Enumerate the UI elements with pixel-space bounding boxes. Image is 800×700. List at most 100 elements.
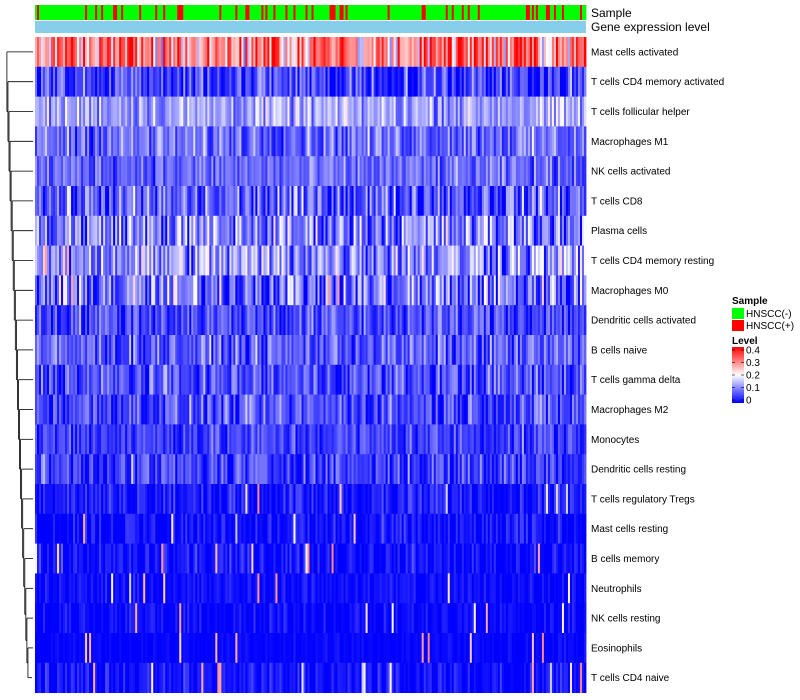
heatmap-cell: [91, 96, 94, 127]
heatmap-cell: [565, 364, 569, 395]
heatmap-cell: [571, 305, 575, 336]
sample-cell: [483, 5, 487, 20]
heatmap-cell: [501, 394, 505, 425]
heatmap-cell: [233, 424, 236, 455]
heatmap-cell: [173, 305, 176, 336]
sample-cell: [187, 5, 190, 20]
heatmap-cell: [455, 364, 459, 395]
heatmap-cell: [115, 484, 118, 515]
heatmap-cell: [251, 215, 254, 246]
heatmap-cell: [373, 484, 377, 515]
sample-cell: [39, 5, 42, 20]
sample-cell: [345, 5, 348, 20]
sample-cell: [333, 5, 336, 20]
heatmap-cell: [481, 484, 485, 515]
heatmap-cell: [141, 513, 144, 544]
heatmap-cell: [245, 484, 248, 515]
heatmap-cell: [321, 37, 324, 68]
heatmap-cell: [431, 275, 435, 306]
heatmap-cell: [145, 37, 148, 68]
heatmap-cell: [195, 66, 198, 97]
heatmap-cell: [439, 275, 443, 306]
heatmap-cell: [217, 305, 220, 336]
heatmap-cell: [579, 484, 583, 515]
heatmap-cell: [207, 275, 210, 306]
heatmap-cell: [339, 424, 342, 455]
sample-cell: [279, 5, 282, 20]
heatmap-cell: [255, 96, 258, 127]
heatmap-cell: [233, 364, 236, 395]
heatmap-cell: [443, 186, 447, 217]
sample-cell: [407, 5, 411, 20]
heatmap-cell: [189, 186, 192, 217]
heatmap-cell: [285, 394, 288, 425]
heatmap-cell: [143, 186, 146, 217]
heatmap-cell: [161, 126, 164, 157]
heatmap-cell: [181, 305, 184, 336]
heatmap-cell: [165, 96, 168, 127]
heatmap-cell: [465, 305, 469, 336]
heatmap-cell: [173, 454, 176, 485]
sample-cell: [113, 5, 116, 20]
heatmap-cell: [223, 305, 226, 336]
heatmap-cell: [263, 513, 266, 544]
sample-cell: [521, 5, 525, 20]
heatmap-cell: [67, 275, 70, 306]
heatmap-cell: [151, 156, 154, 187]
heatmap-cell: [557, 215, 561, 246]
heatmap-cell: [49, 394, 52, 425]
heatmap-cell: [333, 215, 336, 246]
heatmap-cell: [463, 66, 467, 97]
heatmap-cell: [91, 275, 94, 306]
heatmap-cell: [515, 454, 519, 485]
heatmap-cell: [81, 126, 84, 157]
heatmap-cell: [69, 96, 72, 127]
heatmap-cell: [579, 424, 583, 455]
heatmap-cell: [387, 96, 391, 127]
heatmap-cell: [261, 215, 264, 246]
heatmap-cell: [147, 37, 150, 68]
heatmap-cell: [111, 513, 114, 544]
heatmap-cell: [271, 156, 274, 187]
heatmap-cell: [481, 513, 485, 544]
heatmap-cell: [391, 305, 395, 336]
heatmap-cell: [393, 37, 397, 68]
heatmap-cell: [221, 394, 224, 425]
heatmap-cell: [397, 275, 401, 306]
heatmap-cell: [329, 126, 332, 157]
heatmap-cell: [141, 335, 144, 366]
heatmap-cell: [211, 156, 214, 187]
heatmap-cell: [495, 126, 499, 157]
heatmap-cell: [233, 335, 236, 366]
heatmap-cell: [545, 215, 549, 246]
heatmap-cell: [539, 186, 543, 217]
heatmap-cell: [51, 364, 54, 395]
heatmap-cell: [47, 484, 50, 515]
heatmap-cell: [175, 275, 178, 306]
heatmap-cell: [445, 215, 449, 246]
heatmap-cell: [337, 364, 340, 395]
heatmap-cell: [297, 275, 300, 306]
heatmap-cell: [267, 305, 270, 336]
sample-cell: [463, 5, 467, 20]
heatmap-cell: [147, 215, 150, 246]
heatmap-row: [35, 186, 587, 217]
heatmap-cell: [337, 513, 340, 544]
heatmap-cell: [329, 305, 332, 336]
heatmap-cell: [569, 305, 573, 336]
heatmap-cell: [443, 454, 447, 485]
sample-cell: [69, 5, 72, 20]
heatmap-cell: [425, 96, 429, 127]
heatmap-cell: [543, 484, 547, 515]
heatmap-cell: [343, 513, 346, 544]
heatmap-cell: [535, 37, 539, 68]
heatmap-cell: [287, 513, 290, 544]
heatmap-cell: [279, 394, 282, 425]
heatmap-cell: [115, 513, 118, 544]
heatmap-cell: [227, 156, 230, 187]
heatmap-cell: [117, 126, 120, 157]
heatmap-cell: [267, 245, 270, 276]
heatmap-cell: [487, 484, 491, 515]
heatmap-cell: [187, 424, 190, 455]
heatmap-cell: [515, 364, 519, 395]
